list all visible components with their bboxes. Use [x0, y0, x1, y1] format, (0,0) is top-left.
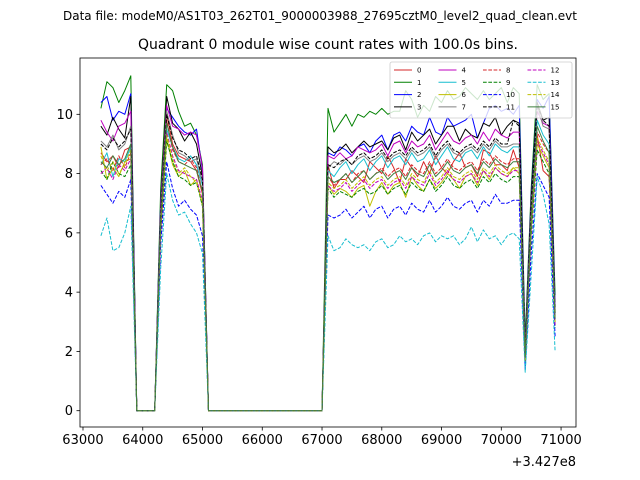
x-tick-label: 63000 — [62, 433, 103, 448]
legend-label-8: 8 — [506, 67, 510, 75]
legend-label-9: 9 — [506, 79, 510, 87]
series-line-15 — [100, 122, 556, 412]
x-tick-label: 70000 — [481, 433, 522, 448]
series-line-14 — [100, 134, 556, 412]
x-tick-label: 64000 — [122, 433, 163, 448]
series-line-11 — [100, 104, 556, 412]
series-line-12 — [100, 131, 556, 412]
legend-label-12: 12 — [551, 67, 560, 75]
series-line-4 — [100, 104, 556, 412]
legend-label-11: 11 — [506, 103, 515, 111]
series-layer — [100, 75, 556, 412]
y-tick-label: 8 — [65, 167, 73, 182]
y-tick-label: 0 — [65, 404, 73, 419]
series-line-3 — [100, 96, 556, 412]
y-tick-label: 6 — [65, 226, 73, 241]
axes-layer: 63000 64000 65000 66000 67000 68000 69000 70000… — [56, 57, 582, 448]
legend-label-0: 0 — [417, 67, 421, 75]
legend-label-13: 13 — [551, 79, 560, 87]
x-tick-label: 67000 — [301, 433, 342, 448]
x-tick-label: 68000 — [361, 433, 402, 448]
x-tick-label: 65000 — [182, 433, 223, 448]
chart-title: Quadrant 0 module wise count rates with … — [138, 37, 518, 53]
legend-label-1: 1 — [417, 79, 421, 87]
series-line-13 — [100, 173, 556, 412]
legend-label-5: 5 — [462, 79, 466, 87]
x-tick-label: 69000 — [421, 433, 462, 448]
plot-frame — [79, 57, 577, 428]
x-tick-label: 71000 — [540, 433, 581, 448]
legend-label-7: 7 — [462, 103, 466, 111]
legend-label-3: 3 — [417, 103, 421, 111]
series-line-10 — [100, 161, 556, 412]
legend-label-2: 2 — [417, 91, 421, 99]
y-tick-label: 2 — [65, 345, 73, 360]
legend-label-6: 6 — [462, 91, 467, 99]
y-tick-label: 10 — [56, 108, 73, 123]
x-tick-label: 66000 — [242, 433, 283, 448]
x-axis-offset-label: +3.427e8 — [512, 455, 576, 470]
figure-suptitle: Data file: modeM0/AS1T03_262T01_90000039… — [63, 9, 577, 23]
legend-label-10: 10 — [506, 91, 515, 99]
legend-label-14: 14 — [551, 91, 560, 99]
legend-label-4: 4 — [462, 67, 467, 75]
legend-label-15: 15 — [551, 103, 560, 111]
legend-box — [389, 61, 573, 119]
y-tick-label: 4 — [65, 286, 73, 301]
